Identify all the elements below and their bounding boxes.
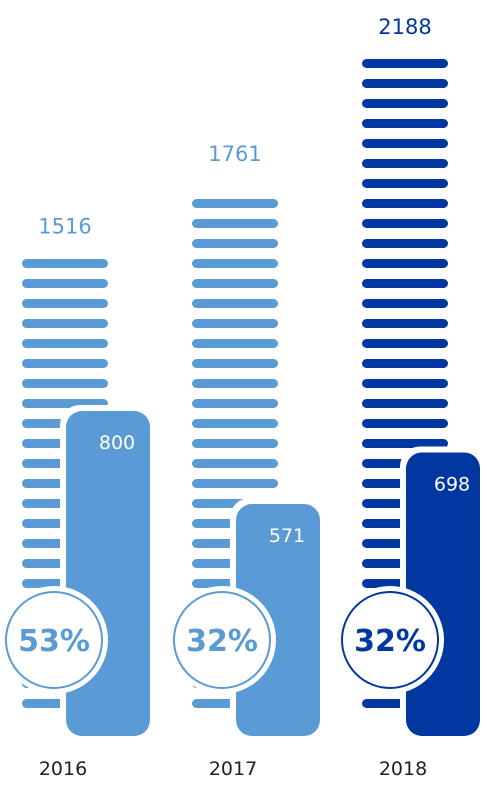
percent-circle: [173, 591, 271, 689]
total-bar-stripe: [192, 379, 278, 388]
total-bar-stripe: [362, 159, 448, 168]
sub-value-label: 800: [99, 432, 135, 454]
total-bar-stripe: [192, 319, 278, 328]
total-bar-stripe: [192, 219, 278, 228]
total-bar-stripe: [192, 359, 278, 368]
total-bar-stripe: [362, 119, 448, 128]
total-bar-stripe: [192, 479, 278, 488]
total-bar-stripe: [192, 419, 278, 428]
total-bar-stripe: [22, 259, 108, 268]
total-bar-stripe: [362, 379, 448, 388]
percent-circle: [5, 591, 103, 689]
total-bar-stripe: [22, 379, 108, 388]
sub-value-label: 698: [434, 473, 470, 495]
total-bar-stripe: [22, 359, 108, 368]
sub-value-label: 571: [269, 525, 305, 547]
total-bar-stripe: [22, 319, 108, 328]
total-bar-stripe: [362, 439, 448, 448]
total-bar-stripe: [362, 299, 448, 308]
total-bar-stripe: [362, 399, 448, 408]
total-value-label: 1516: [38, 215, 91, 239]
total-bar-stripe: [362, 259, 448, 268]
percent-label: 32%: [354, 624, 426, 659]
total-bar-stripe: [362, 199, 448, 208]
total-bar-stripe: [192, 239, 278, 248]
year-label: 2017: [209, 758, 257, 780]
year-label: 2016: [39, 758, 87, 780]
total-bar-stripe: [192, 339, 278, 348]
total-bar-stripe: [192, 259, 278, 268]
percent-label: 53%: [18, 624, 90, 659]
total-bar-stripe: [192, 299, 278, 308]
total-bar-stripe: [362, 279, 448, 288]
total-bar-stripe: [362, 139, 448, 148]
total-bar-stripe: [22, 299, 108, 308]
total-bar-stripe: [362, 59, 448, 68]
total-bar-stripe: [192, 279, 278, 288]
total-bar-stripe: [192, 199, 278, 208]
percent-circle: [341, 591, 439, 689]
total-bar-stripe: [362, 239, 448, 248]
year-label: 2018: [379, 758, 427, 780]
total-bar-stripe: [192, 399, 278, 408]
total-bar-stripe: [362, 219, 448, 228]
total-bar-stripe: [192, 439, 278, 448]
total-bar-stripe: [362, 319, 448, 328]
total-bar-stripe: [22, 339, 108, 348]
total-bar-stripe: [192, 459, 278, 468]
total-value-label: 1761: [208, 142, 261, 166]
total-bar-stripe: [362, 99, 448, 108]
percent-label: 32%: [186, 624, 258, 659]
total-bar-stripe: [362, 179, 448, 188]
total-bar-stripe: [362, 79, 448, 88]
total-bar-stripe: [362, 419, 448, 428]
total-bar-stripe: [22, 279, 108, 288]
total-value-label: 2188: [378, 15, 431, 39]
total-bar-stripe: [362, 359, 448, 368]
total-bar-stripe: [362, 339, 448, 348]
